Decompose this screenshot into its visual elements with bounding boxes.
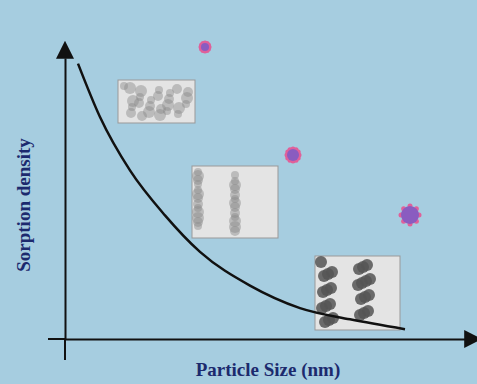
- x-axis-title: Particle Size (nm): [196, 359, 341, 381]
- curve: [78, 64, 405, 330]
- tem-image: [192, 166, 278, 238]
- y-arrow: [64, 57, 66, 58]
- tem-particle: [230, 226, 240, 236]
- tem-particle: [194, 222, 202, 230]
- tem-particle: [231, 171, 239, 179]
- background: [0, 0, 477, 384]
- tem-particle: [326, 266, 338, 278]
- chart: Particle Size (nm) Sorption density: [0, 0, 477, 384]
- tem-frame: [315, 256, 400, 330]
- axis-line: [65, 59, 67, 340]
- y-axis-title: Sorption density: [13, 138, 34, 272]
- tem-particle: [174, 110, 182, 118]
- tem-particle: [230, 202, 240, 212]
- tem-particle: [315, 256, 327, 268]
- tem-particle: [325, 282, 337, 294]
- particle-icon: [199, 41, 212, 54]
- tem-particle: [172, 84, 182, 94]
- particle-icon: [399, 204, 422, 227]
- tem-frame: [192, 166, 278, 238]
- tem-image: [118, 80, 195, 123]
- particle: [201, 43, 209, 51]
- tem-particle: [153, 91, 163, 101]
- particle: [287, 149, 299, 161]
- tem-particle: [192, 206, 204, 218]
- tem-particle: [163, 107, 171, 115]
- tem-image: [315, 256, 400, 330]
- tem-particle: [361, 259, 373, 271]
- tem-particle: [230, 184, 240, 194]
- tem-particle: [126, 108, 136, 118]
- tem-particle: [229, 215, 241, 227]
- tem-particle: [194, 180, 202, 188]
- tem-particle: [362, 305, 374, 317]
- tem-particle: [324, 298, 336, 310]
- particle: [401, 206, 419, 224]
- tem-frame: [118, 80, 195, 123]
- tem-particle: [143, 106, 155, 118]
- axis-line: [66, 339, 466, 341]
- axis-stub: [64, 339, 66, 360]
- tem-particle: [124, 82, 136, 94]
- tem-particle: [182, 100, 190, 108]
- tem-particle: [193, 193, 203, 203]
- tem-particle: [363, 289, 375, 301]
- y-axis: [65, 59, 66, 340]
- axis-stub: [48, 338, 65, 340]
- x-axis: [66, 339, 466, 340]
- tem-particle: [134, 98, 144, 108]
- x-arrow: [465, 338, 466, 340]
- particle-icon: [285, 147, 302, 164]
- tem-particle: [364, 273, 376, 285]
- plot-area: [78, 64, 405, 330]
